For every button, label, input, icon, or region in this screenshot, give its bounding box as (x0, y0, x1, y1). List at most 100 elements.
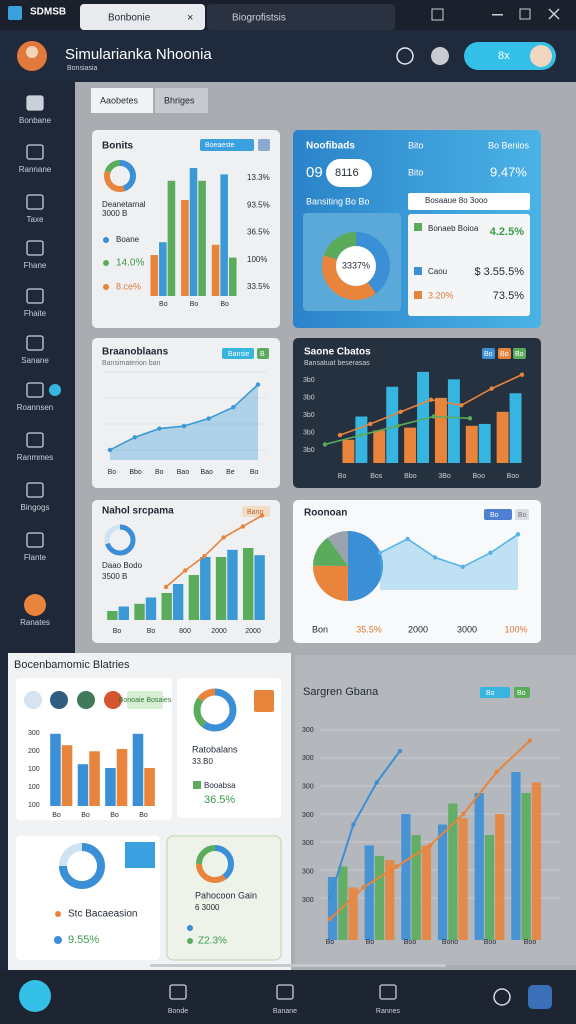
nav-icon[interactable] (26, 432, 44, 448)
badge-label[interactable]: Bo (486, 690, 495, 697)
badge-label[interactable]: Boeaeste (205, 142, 235, 149)
nav-label[interactable]: Fhaite (24, 309, 47, 318)
nav-icon[interactable] (26, 288, 44, 304)
x-tick-label: Bo (366, 939, 375, 946)
nav-label[interactable]: Sanane (21, 356, 49, 365)
nav-label[interactable]: Roannsen (17, 403, 53, 412)
badge-label[interactable]: Bano (247, 509, 263, 516)
scrollbar[interactable] (150, 964, 446, 967)
bottom-bar (0, 970, 576, 1024)
nav-label[interactable]: Flante (24, 553, 47, 562)
avatar (24, 691, 42, 709)
badge[interactable] (513, 348, 526, 359)
badge[interactable] (514, 687, 530, 698)
icon-button[interactable] (493, 988, 511, 1006)
minimize[interactable] (492, 14, 503, 16)
badge-label[interactable]: Bo (500, 351, 509, 358)
tab-label[interactable]: Biogrofistsis (232, 13, 286, 24)
nav-icon[interactable] (26, 194, 44, 210)
x-tick-label: Boo (473, 473, 486, 480)
badge-label[interactable]: Bo (517, 690, 526, 697)
nav-label[interactable]: Bonbane (19, 116, 52, 125)
nav-icon[interactable] (24, 594, 46, 616)
badge[interactable] (484, 509, 512, 520)
point (359, 432, 364, 438)
nav-icon[interactable] (26, 144, 44, 160)
value: 9.55% (68, 934, 99, 946)
maximize[interactable] (519, 8, 531, 20)
x-tick-label: Boo (524, 939, 537, 946)
badge[interactable] (498, 348, 511, 359)
bar (50, 733, 61, 806)
badge-label[interactable]: B (260, 351, 265, 358)
nav-icon[interactable] (26, 240, 44, 256)
badge-label[interactable]: Bo (518, 512, 527, 519)
stat-label: 2000 (408, 624, 428, 634)
badge[interactable] (482, 348, 495, 359)
tab-active[interactable] (91, 88, 153, 113)
nav-label[interactable]: Bingogs (21, 503, 50, 512)
nav-label[interactable]: Banane (273, 1008, 297, 1015)
tab-active[interactable] (80, 4, 205, 30)
label: Bito (408, 167, 424, 177)
tab[interactable] (155, 88, 208, 113)
y-tick-label: 3b0 (303, 394, 315, 401)
x-tick-label: Bo (81, 812, 90, 819)
badge[interactable] (200, 139, 254, 151)
nav-badge (49, 384, 61, 396)
badge[interactable] (480, 687, 510, 698)
y-tick-label: 300 (302, 727, 314, 734)
point (255, 382, 261, 387)
close[interactable] (548, 8, 560, 20)
column-label: Bito (408, 140, 424, 150)
tab-label[interactable]: Bhriges (164, 95, 195, 105)
nav-label[interactable]: Ranates (20, 618, 50, 627)
nav-icon[interactable] (276, 984, 294, 1000)
tab-label[interactable]: Bonbonie (108, 13, 151, 24)
y-tick-label: 3b0 (303, 429, 315, 436)
nav-icon[interactable] (169, 984, 187, 1000)
point (515, 532, 521, 537)
y-tick-label: 300 (302, 869, 314, 876)
icon-button[interactable] (396, 47, 414, 65)
badge[interactable] (515, 509, 529, 520)
nav-label[interactable]: Rannane (19, 165, 52, 174)
donut-segment (313, 531, 383, 601)
bar (211, 244, 220, 296)
nav-icon[interactable] (26, 482, 44, 498)
bar (348, 887, 358, 940)
tab[interactable] (207, 4, 395, 30)
nav-icon[interactable] (26, 95, 44, 111)
window-icon[interactable] (431, 8, 444, 21)
metric-pill (326, 159, 372, 187)
line (165, 514, 263, 588)
nav-icon[interactable] (26, 382, 44, 398)
badge[interactable] (222, 348, 254, 359)
badge-label[interactable]: Bansie (228, 351, 250, 358)
point (240, 524, 245, 529)
badge-label[interactable]: Bo (484, 351, 493, 358)
badge[interactable] (257, 348, 269, 359)
nav-label[interactable]: Taxe (27, 215, 44, 224)
icon-button[interactable] (431, 47, 449, 65)
badge-label[interactable]: Bo (490, 512, 499, 519)
nav-icon[interactable] (379, 984, 397, 1000)
nav-label[interactable]: Fhane (24, 261, 47, 270)
nav-label[interactable]: Ranmmes (17, 453, 53, 462)
y-tick-label: 100 (28, 802, 40, 809)
bar (465, 425, 478, 463)
icon-button[interactable] (528, 985, 552, 1009)
badge[interactable] (258, 139, 270, 151)
home-button[interactable] (19, 980, 51, 1012)
tab-close[interactable]: × (187, 12, 193, 24)
user-avatar[interactable] (530, 45, 552, 67)
badge-label[interactable]: Bo (515, 351, 524, 358)
nav-icon[interactable] (26, 335, 44, 351)
button-label[interactable]: 8x (498, 50, 510, 62)
nav-label[interactable]: Rannes (376, 1008, 401, 1015)
nav-icon[interactable] (26, 532, 44, 548)
nav-label[interactable]: Bonde (168, 1008, 188, 1015)
y-tick-label: 200 (28, 748, 40, 755)
metric: 8116 (335, 167, 359, 179)
tab-label[interactable]: Aaobetes (100, 95, 139, 105)
